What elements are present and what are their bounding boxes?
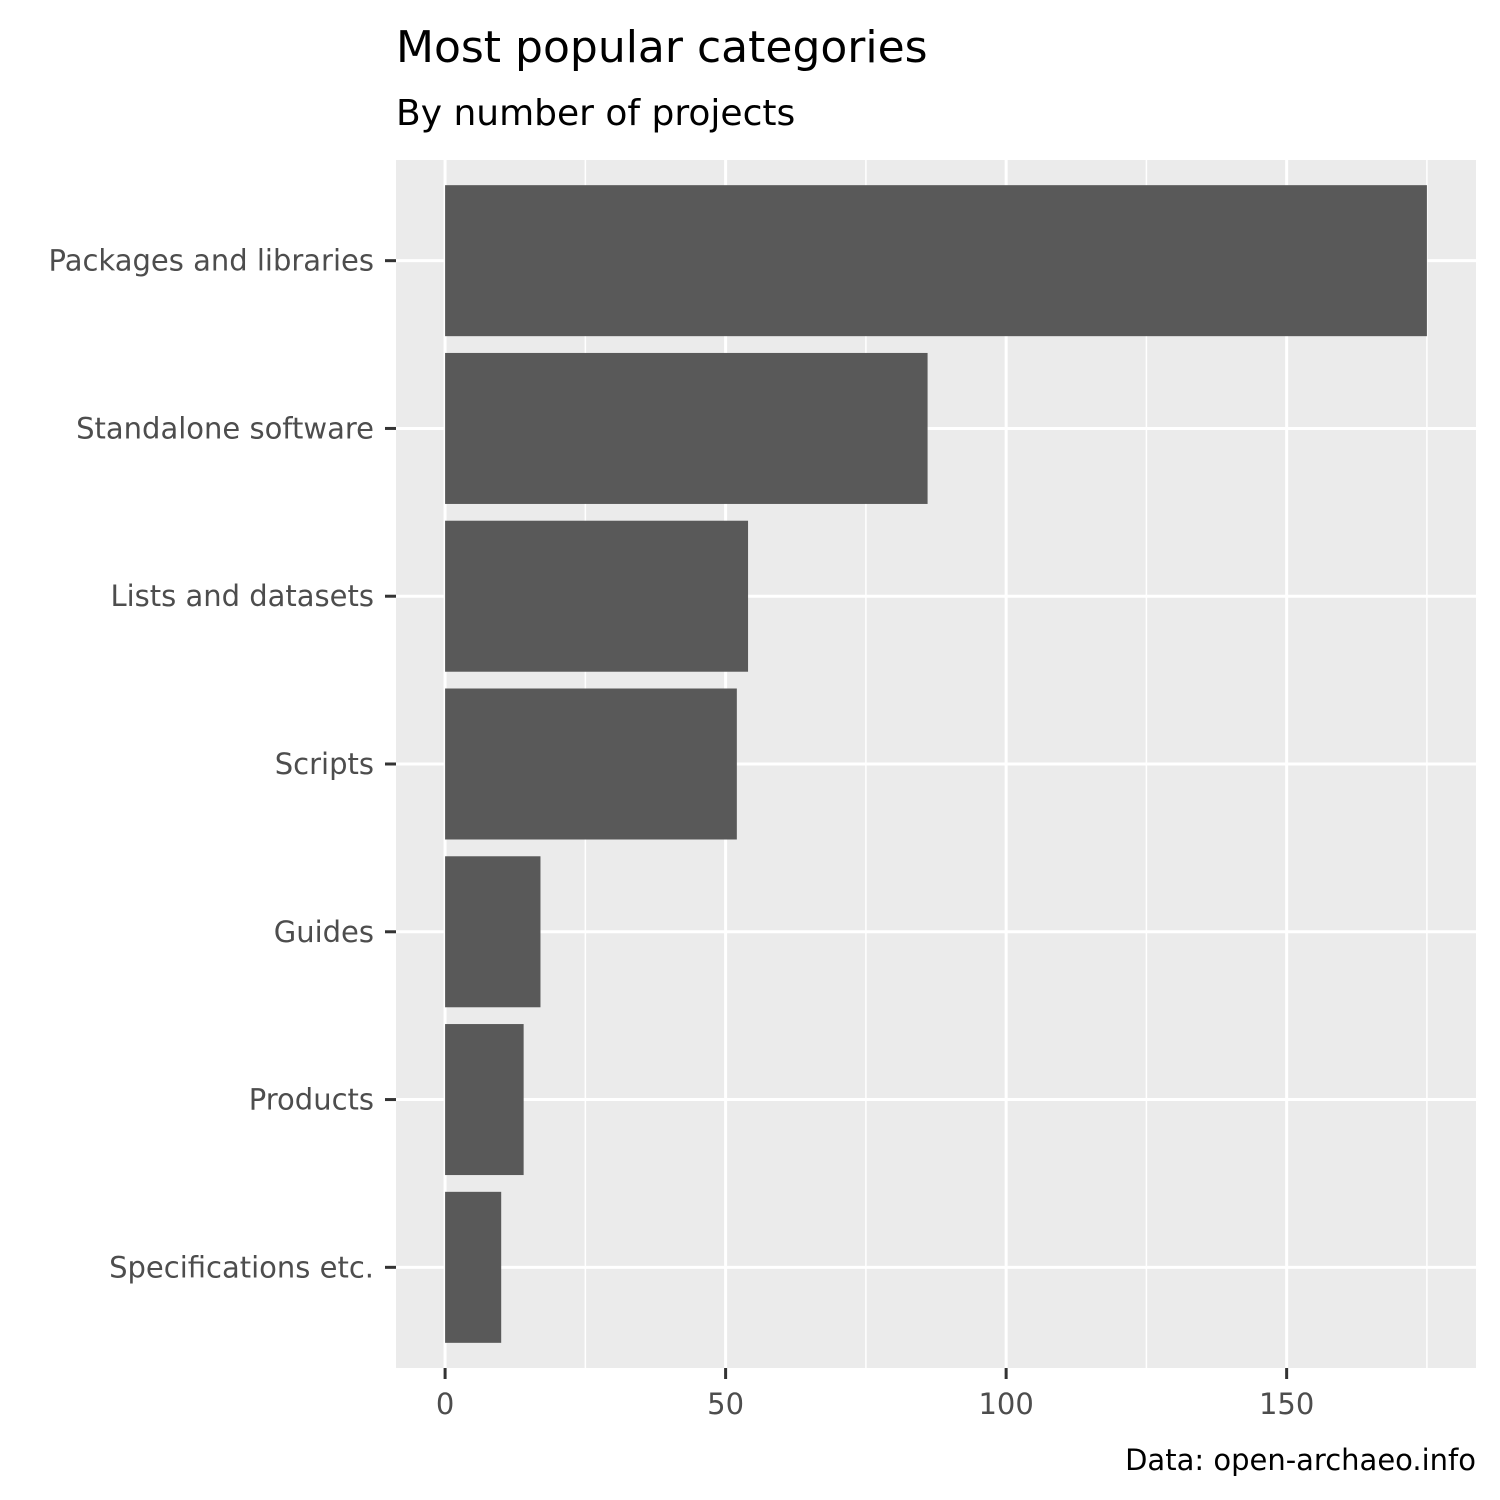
- x-tick-label-0: 0: [436, 1387, 454, 1421]
- x-axis: 0 50 100 150: [436, 1368, 1314, 1421]
- bar-6: [445, 1191, 502, 1343]
- chart-caption: Data: open-archaeo.info: [1125, 1443, 1476, 1477]
- y-tick-label-4: Guides: [274, 915, 374, 949]
- y-tick-label-0: Packages and libraries: [49, 244, 374, 278]
- x-tick-label-3: 150: [1259, 1387, 1314, 1421]
- bars: [445, 185, 1427, 1343]
- bar-3: [445, 688, 737, 840]
- y-axis: Packages and libraries Standalone softwar…: [49, 244, 396, 1284]
- chart-title: Most popular categories: [396, 22, 928, 73]
- bar-2: [445, 520, 749, 672]
- bar-4: [445, 856, 541, 1008]
- x-tick-label-2: 100: [978, 1387, 1033, 1421]
- bar-0: [445, 185, 1427, 337]
- bar-1: [445, 352, 928, 504]
- bar-5: [445, 1024, 524, 1176]
- x-tick-label-1: 50: [707, 1387, 744, 1421]
- y-tick-label-3: Scripts: [275, 747, 374, 781]
- y-tick-label-2: Lists and datasets: [110, 579, 374, 613]
- chart-subtitle: By number of projects: [396, 93, 795, 134]
- y-tick-label-5: Products: [249, 1083, 374, 1117]
- y-tick-label-6: Specifications etc.: [109, 1250, 374, 1284]
- y-tick-label-1: Standalone software: [76, 411, 374, 445]
